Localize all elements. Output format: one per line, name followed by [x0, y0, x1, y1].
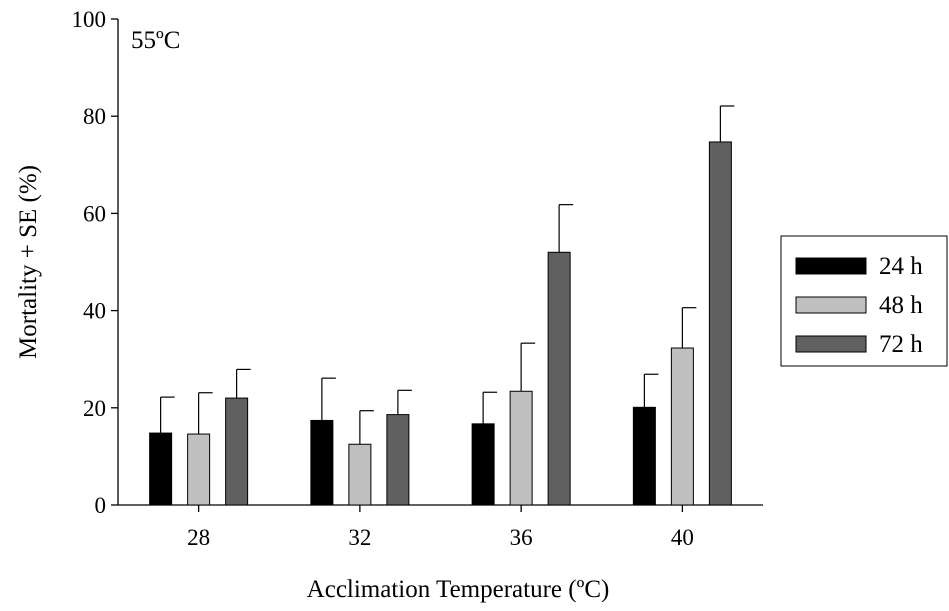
x-tick-label: 32: [348, 525, 371, 550]
bar: [348, 443, 372, 506]
y-tick-label: 80: [83, 104, 106, 129]
y-tick-label: 0: [95, 493, 107, 518]
legend-label: 48 h: [879, 292, 923, 319]
chart-annotation: 55ºC: [131, 27, 180, 54]
bar: [386, 414, 410, 506]
y-axis-label: Mortality + SE (%): [15, 165, 42, 359]
y-tick-label: 100: [72, 7, 107, 32]
legend-swatch: [795, 257, 867, 275]
bars: [149, 105, 735, 506]
bar: [471, 423, 495, 506]
bar: [632, 406, 656, 506]
bar: [187, 433, 211, 506]
bar: [310, 419, 334, 506]
y-tick-label: 20: [83, 396, 106, 421]
bar: [509, 390, 533, 506]
x-axis-label: Acclimation Temperature (ºC): [307, 576, 610, 603]
y-tick-label: 40: [83, 299, 106, 324]
bar: [225, 397, 249, 506]
y-tick-label: 60: [83, 201, 106, 226]
legend-label: 72 h: [879, 331, 923, 358]
legend-label: 24 h: [879, 253, 923, 280]
x-tick-label: 28: [187, 525, 210, 550]
legend-swatch: [795, 296, 867, 314]
axes: 0 20 40 60 80 100 28 32 36 40: [72, 7, 763, 550]
legend-swatch: [795, 335, 867, 353]
bar: [547, 251, 571, 506]
bar: [149, 432, 173, 506]
x-tick-label: 36: [510, 525, 533, 550]
legend: 24 h 48 h 72 h: [780, 235, 948, 367]
x-tick-label: 40: [671, 525, 694, 550]
bar: [670, 347, 694, 506]
bar: [708, 141, 732, 506]
